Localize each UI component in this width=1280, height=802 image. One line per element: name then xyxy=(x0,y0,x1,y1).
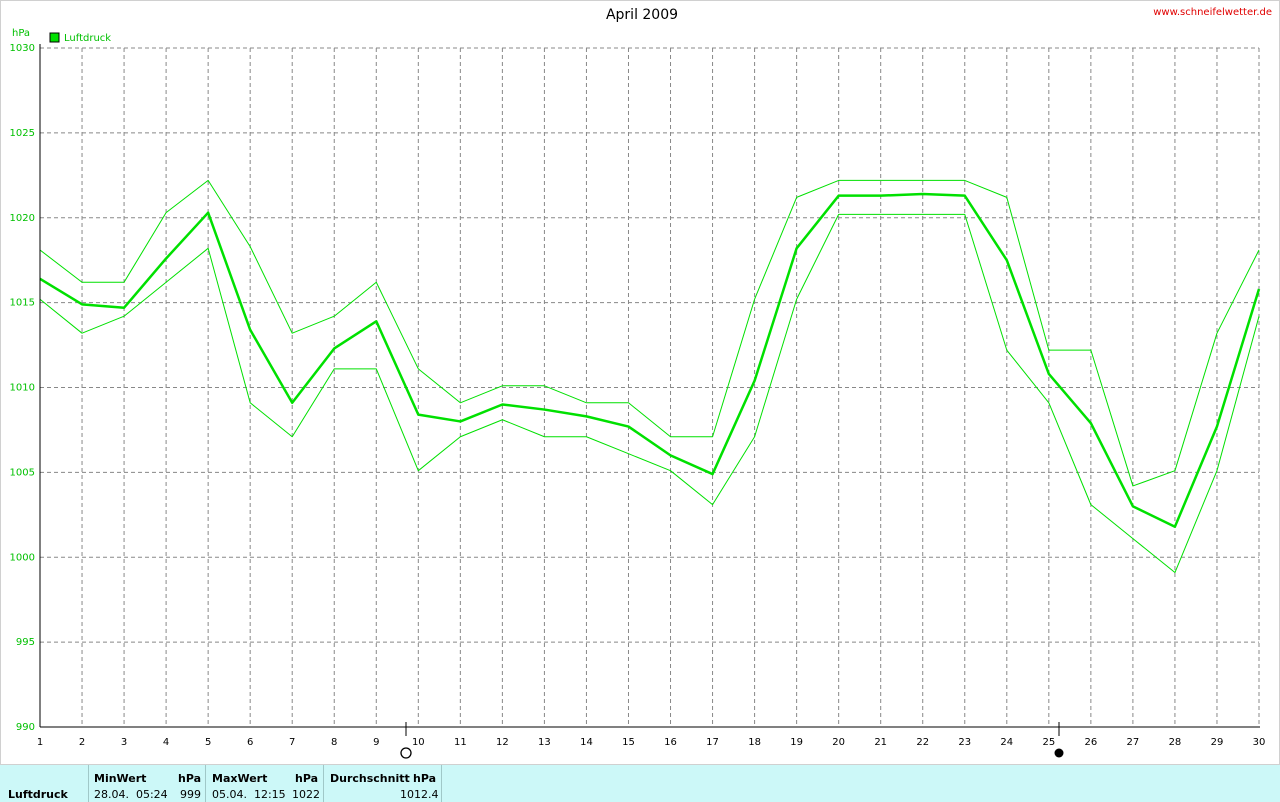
x-tick-label: 4 xyxy=(163,737,169,748)
x-tick-label: 11 xyxy=(454,737,467,748)
line-series xyxy=(39,192,1261,528)
x-tick-label: 19 xyxy=(790,737,803,748)
new-moon xyxy=(1054,748,1064,758)
x-tick-label: 30 xyxy=(1253,737,1266,748)
full-moon xyxy=(400,747,412,759)
x-tick-label: 25 xyxy=(1042,737,1055,748)
avg-header: Durchschnitt xyxy=(330,772,410,785)
x-tick-label: 8 xyxy=(331,737,337,748)
y-tick-label: 1030 xyxy=(10,43,35,54)
chart-title: April 2009 xyxy=(606,7,678,23)
x-tick-label: 16 xyxy=(664,737,677,748)
y-axis-label: hPa xyxy=(12,28,30,39)
y-tick-label: 1015 xyxy=(10,298,35,309)
chart: April 2009 www.schneifelwetter.de hPa Lu… xyxy=(0,0,1280,765)
legend-label: Luftdruck xyxy=(64,33,111,44)
x-tick-label: 9 xyxy=(373,737,379,748)
legend-swatch xyxy=(49,32,60,43)
x-tick-label: 2 xyxy=(79,737,85,748)
x-tick-label: 28 xyxy=(1169,737,1182,748)
x-tick-label: 15 xyxy=(622,737,635,748)
y-tick-label: 1025 xyxy=(10,128,35,139)
x-tick-label: 26 xyxy=(1084,737,1097,748)
summary-label: Luftdruck xyxy=(8,788,68,801)
y-tick-label: 1000 xyxy=(10,552,35,563)
frame xyxy=(0,0,1280,765)
y-tick-label: 990 xyxy=(16,722,35,733)
x-tick-label: 13 xyxy=(538,737,551,748)
line-series xyxy=(39,213,1260,574)
x-tick-label: 5 xyxy=(205,737,211,748)
x-tick-label: 18 xyxy=(748,737,761,748)
min-header: MinWert xyxy=(94,772,147,785)
x-tick-label: 21 xyxy=(874,737,887,748)
y-tick-label: 995 xyxy=(16,637,35,648)
x-tick-label: 6 xyxy=(247,737,253,748)
max-time: 05.04. 12:15 xyxy=(212,788,286,801)
min-unit: hPa xyxy=(178,772,202,785)
x-tick-label: 29 xyxy=(1211,737,1224,748)
x-tick-label: 20 xyxy=(832,737,845,748)
x-tick-label: 12 xyxy=(496,737,509,748)
max-header: MaxWert xyxy=(212,772,268,785)
x-tick-label: 17 xyxy=(706,737,719,748)
min-time: 28.04. 05:24 xyxy=(94,788,168,801)
y-tick-label: 1020 xyxy=(10,213,35,224)
y-tick-label: 1010 xyxy=(10,383,35,394)
max-unit: hPa xyxy=(295,772,319,785)
x-tick-label: 23 xyxy=(958,737,971,748)
source: www.schneifelwetter.de xyxy=(1153,7,1272,18)
x-tick-label: 7 xyxy=(289,737,295,748)
line-series xyxy=(39,179,1260,487)
summary-table: Luftdruck MinWert hPa 28.04. 05:24 999 M… xyxy=(0,765,1280,802)
max-value: 1022 xyxy=(292,788,320,801)
y-tick-label: 1005 xyxy=(10,467,35,478)
x-tick-label: 3 xyxy=(121,737,127,748)
x-tick-label: 14 xyxy=(580,737,593,748)
x-tick-label: 22 xyxy=(916,737,929,748)
avg-unit: hPa xyxy=(413,772,437,785)
avg-value: 1012.4 xyxy=(400,788,439,801)
x-tick-label: 24 xyxy=(1000,737,1013,748)
x-tick-label: 27 xyxy=(1127,737,1140,748)
x-tick-label: 10 xyxy=(412,737,425,748)
x-tick-label: 1 xyxy=(37,737,43,748)
min-value: 999 xyxy=(180,788,201,801)
